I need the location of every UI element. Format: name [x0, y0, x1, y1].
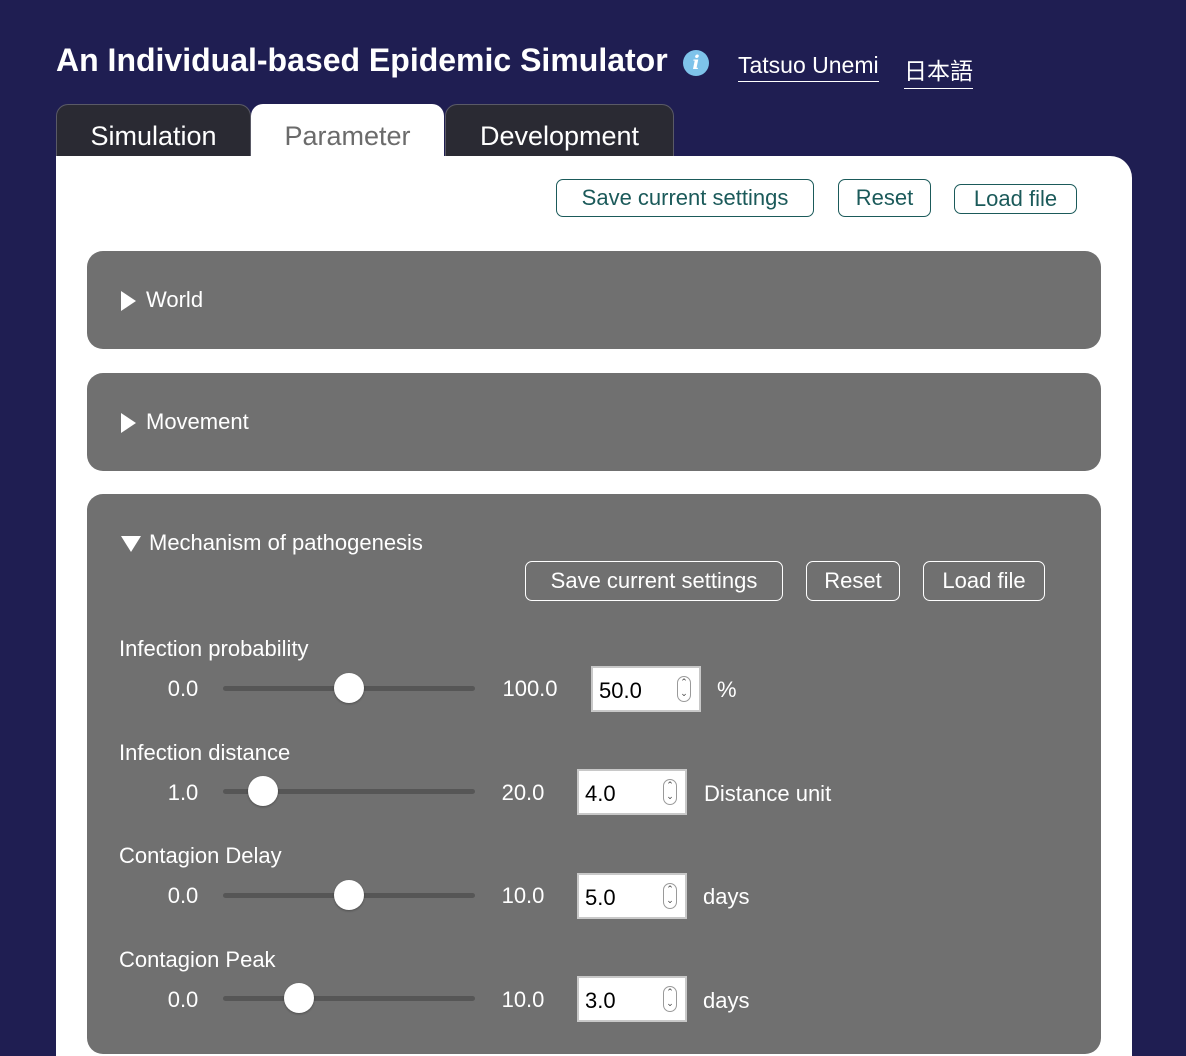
author-link[interactable]: Tatsuo Unemi — [738, 52, 879, 82]
slider-max: 10.0 — [501, 987, 545, 1012]
input-value: 50.0 — [599, 678, 642, 703]
slider-min: 0.0 — [167, 883, 199, 908]
slider-thumb[interactable] — [334, 673, 364, 703]
section-movement-label: Movement — [146, 409, 249, 434]
slider-thumb[interactable] — [283, 983, 314, 1013]
slider-min: 0.0 — [167, 676, 199, 701]
section-movement-header[interactable]: Movement — [121, 409, 249, 435]
contagion-peak-input[interactable]: 3.0 ⌃ ⌄ — [577, 976, 687, 1022]
collapse-triangle-icon — [121, 536, 141, 552]
section-world-label: World — [146, 287, 204, 312]
section-pathogenesis-header[interactable]: Mechanism of pathogenesis — [121, 530, 423, 556]
section-pathogenesis: Mechanism of pathogenesis Save current s… — [87, 494, 1101, 1054]
stepper-icon[interactable]: ⌃ ⌄ — [663, 779, 677, 805]
infection-probability-input[interactable]: 50.0 ⌃ ⌄ — [591, 666, 701, 712]
unit-label: days — [703, 988, 750, 1013]
parameter-panel: Save current settings Reset Load file Wo… — [56, 156, 1132, 1056]
param-label: Infection probability — [119, 636, 309, 661]
contagion-delay-slider[interactable] — [223, 880, 475, 910]
tab-simulation[interactable]: Simulation — [56, 104, 251, 156]
slider-max: 20.0 — [501, 780, 545, 805]
expand-triangle-icon — [121, 291, 136, 311]
slider-max: 100.0 — [502, 676, 558, 701]
section-movement: Movement — [87, 373, 1101, 471]
infection-probability-slider[interactable] — [223, 673, 475, 703]
info-icon[interactable]: i — [683, 50, 709, 76]
language-link[interactable]: 日本語 — [904, 52, 973, 89]
reset-button[interactable]: Reset — [838, 179, 931, 217]
param-label: Contagion Peak — [119, 947, 276, 972]
input-value: 3.0 — [585, 988, 616, 1013]
param-label: Contagion Delay — [119, 843, 282, 868]
slider-max: 10.0 — [501, 883, 545, 908]
param-label: Infection distance — [119, 740, 291, 765]
stepper-icon[interactable]: ⌃ ⌄ — [677, 676, 691, 702]
input-value: 5.0 — [585, 885, 616, 910]
unit-label: % — [717, 677, 737, 702]
section-world-header[interactable]: World — [121, 287, 203, 313]
section-reset-button[interactable]: Reset — [806, 561, 900, 601]
section-world: World — [87, 251, 1101, 349]
slider-thumb[interactable] — [247, 776, 278, 806]
unit-label: days — [703, 884, 750, 909]
page-title: An Individual-based Epidemic Simulator — [56, 42, 668, 78]
section-save-settings-button[interactable]: Save current settings — [525, 561, 783, 601]
slider-thumb[interactable] — [334, 880, 364, 910]
stepper-icon[interactable]: ⌃ ⌄ — [663, 883, 677, 909]
slider-min: 0.0 — [167, 987, 199, 1012]
expand-triangle-icon — [121, 413, 136, 433]
tab-parameter[interactable]: Parameter — [251, 104, 444, 158]
infection-distance-input[interactable]: 4.0 ⌃ ⌄ — [577, 769, 687, 815]
contagion-delay-input[interactable]: 5.0 ⌃ ⌄ — [577, 873, 687, 919]
input-value: 4.0 — [585, 781, 616, 806]
contagion-peak-slider[interactable] — [223, 983, 475, 1013]
unit-label: Distance unit — [704, 781, 832, 806]
load-file-button[interactable]: Load file — [954, 184, 1077, 214]
slider-min: 1.0 — [167, 780, 199, 805]
infection-distance-slider[interactable] — [223, 776, 475, 806]
section-pathogenesis-label: Mechanism of pathogenesis — [149, 530, 423, 555]
save-settings-button[interactable]: Save current settings — [556, 179, 814, 217]
stepper-icon[interactable]: ⌃ ⌄ — [663, 986, 677, 1012]
section-load-file-button[interactable]: Load file — [923, 561, 1045, 601]
tab-development[interactable]: Development — [445, 104, 674, 156]
